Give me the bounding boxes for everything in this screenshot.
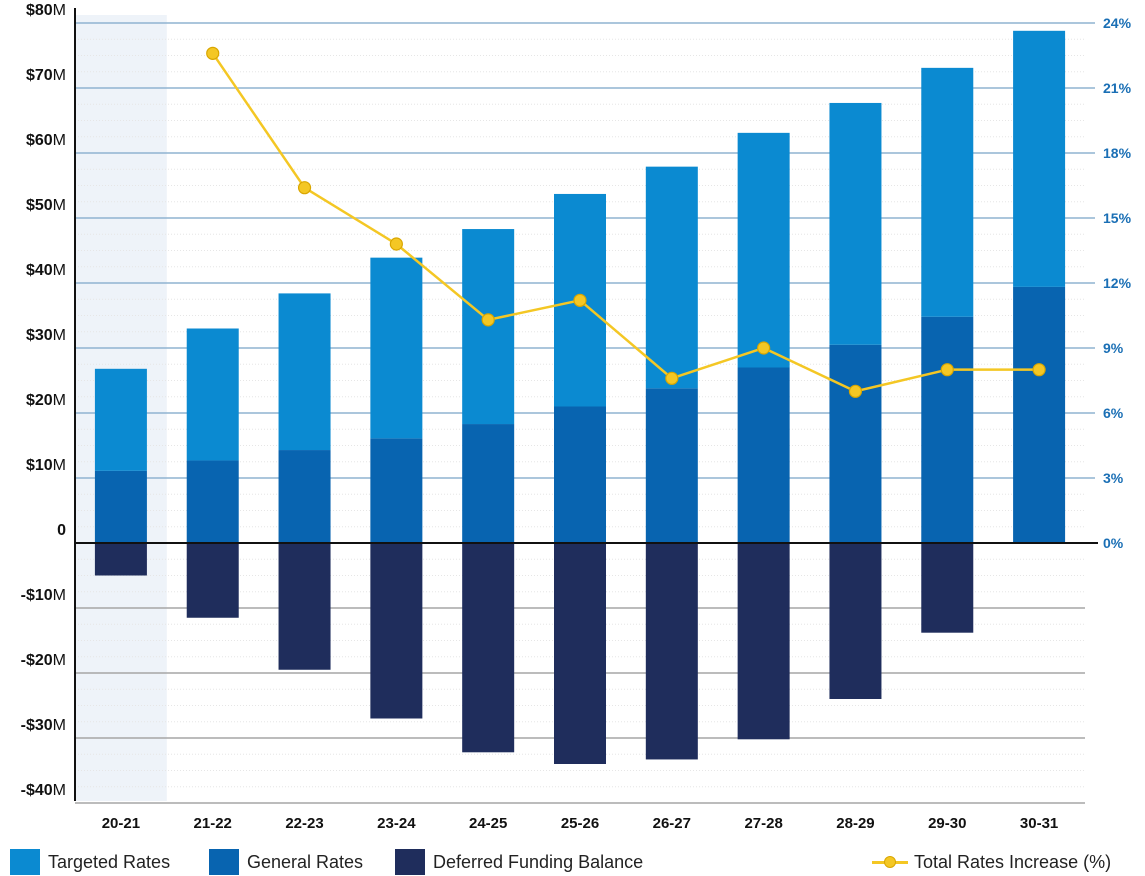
point-total-rates-increase-21-22 bbox=[206, 46, 220, 60]
legend-item-deferred-funding-balance: Deferred Funding Balance bbox=[395, 849, 643, 875]
bar-general-rates-25-26 bbox=[554, 406, 606, 543]
point-total-rates-increase-24-25 bbox=[481, 313, 495, 327]
legend: Targeted Rates General Rates Deferred Fu… bbox=[0, 847, 1145, 876]
targeted-rates-swatch bbox=[10, 849, 40, 875]
bar-targeted-rates-27-28 bbox=[737, 132, 790, 368]
y-left-tick-20: $20M bbox=[26, 392, 66, 409]
point-total-rates-increase-27-28 bbox=[757, 341, 771, 355]
y-right-tick-6: 6% bbox=[1103, 405, 1124, 421]
total-rates-increase-swatch bbox=[872, 849, 908, 875]
bar-general-rates-21-22 bbox=[186, 460, 239, 543]
point-total-rates-increase-28-29 bbox=[848, 384, 863, 398]
x-tick-29-30: 29-30 bbox=[928, 815, 966, 832]
bar-general-rates-24-25 bbox=[462, 424, 515, 543]
bar-general-rates-26-27 bbox=[645, 388, 698, 543]
bar-general-rates-27-28 bbox=[737, 367, 790, 543]
y-right-tick-21: 21% bbox=[1103, 80, 1132, 96]
x-tick-27-28: 27-28 bbox=[744, 815, 782, 832]
legend-label-total-rates-increase: Total Rates Increase (%) bbox=[914, 851, 1112, 872]
chart: $80M $70M $60M $50M $40M $30M $20M $10M 0 -$10M -$… bbox=[21, 2, 1132, 832]
bar-targeted-rates-29-30 bbox=[921, 67, 974, 317]
bar-deferred-funding-balance-20-21 bbox=[94, 543, 147, 576]
y-left-tick-50: $50M bbox=[26, 197, 66, 214]
legend-label-targeted-rates: Targeted Rates bbox=[48, 851, 171, 872]
bar-general-rates-23-24 bbox=[370, 438, 423, 543]
x-tick-30-31: 30-31 bbox=[1020, 815, 1058, 832]
bar-deferred-funding-balance-29-30 bbox=[921, 543, 974, 633]
line-total-rates-increase bbox=[211, 52, 1040, 393]
bar-general-rates-20-21 bbox=[94, 470, 147, 543]
deferred-funding-balance-swatch bbox=[395, 849, 425, 875]
bar-deferred-funding-balance-27-28 bbox=[737, 543, 790, 740]
x-tick-26-27: 26-27 bbox=[653, 815, 691, 832]
bar-targeted-rates-24-25 bbox=[462, 229, 515, 425]
bar-deferred-funding-balance-23-24 bbox=[370, 543, 423, 719]
bar-targeted-rates-22-23 bbox=[278, 293, 331, 451]
bar-deferred-funding-balance-22-23 bbox=[278, 543, 331, 670]
general-rates-swatch bbox=[209, 849, 239, 875]
bar-targeted-rates-21-22 bbox=[186, 328, 239, 461]
y-right-tick-12: 12% bbox=[1103, 275, 1132, 291]
legend-label-deferred-funding-balance: Deferred Funding Balance bbox=[433, 851, 644, 872]
point-total-rates-increase-25-26 bbox=[573, 293, 587, 307]
bar-deferred-funding-balance-24-25 bbox=[462, 543, 515, 753]
bar-deferred-funding-balance-28-29 bbox=[829, 543, 882, 699]
legend-item-general-rates: General Rates bbox=[209, 849, 363, 875]
x-tick-20-21: 20-21 bbox=[102, 815, 140, 832]
bar-general-rates-22-23 bbox=[278, 450, 331, 543]
x-tick-25-26: 25-26 bbox=[561, 815, 599, 832]
y-right-tick-24: 24% bbox=[1103, 15, 1132, 31]
bar-deferred-funding-balance-21-22 bbox=[186, 543, 239, 618]
legend-item-targeted-rates: Targeted Rates bbox=[10, 849, 170, 875]
point-total-rates-increase-22-23 bbox=[297, 181, 312, 195]
y-left-tick--20: -$20M bbox=[21, 652, 66, 669]
bar-targeted-rates-20-21 bbox=[94, 368, 147, 471]
y-right-tick-0: 0% bbox=[1103, 535, 1124, 551]
y-left-tick-10: $10M bbox=[26, 457, 66, 474]
y-right-tick-15: 15% bbox=[1103, 210, 1132, 226]
bar-deferred-funding-balance-25-26 bbox=[554, 543, 606, 764]
bar-general-rates-29-30 bbox=[921, 316, 974, 543]
bar-targeted-rates-30-31 bbox=[1013, 30, 1066, 287]
y-right-tick-9: 9% bbox=[1103, 340, 1124, 356]
point-total-rates-increase-23-24 bbox=[389, 237, 403, 251]
bar-targeted-rates-23-24 bbox=[370, 257, 423, 439]
bar-targeted-rates-28-29 bbox=[829, 102, 882, 345]
bar-targeted-rates-26-27 bbox=[645, 166, 698, 389]
y-left-tick-80: $80M bbox=[26, 2, 66, 19]
legend-label-general-rates: General Rates bbox=[247, 851, 364, 872]
y-right-tick-3: 3% bbox=[1103, 470, 1124, 486]
point-total-rates-increase-26-27 bbox=[665, 371, 679, 385]
y-left-tick-0: 0 bbox=[57, 522, 66, 539]
x-tick-23-24: 23-24 bbox=[377, 815, 416, 832]
y-left-tick--30: -$30M bbox=[21, 717, 66, 734]
x-tick-22-23: 22-23 bbox=[285, 815, 323, 832]
x-tick-28-29: 28-29 bbox=[836, 815, 874, 832]
point-total-rates-increase-30-31 bbox=[1032, 363, 1046, 377]
bar-deferred-funding-balance-26-27 bbox=[645, 543, 698, 760]
x-tick-21-22: 21-22 bbox=[194, 815, 232, 832]
legend-item-total-rates-increase: Total Rates Increase (%) bbox=[872, 849, 1111, 875]
y-left-tick-60: $60M bbox=[26, 132, 66, 149]
y-left-tick--40: -$40M bbox=[21, 782, 66, 799]
y-right-tick-18: 18% bbox=[1103, 145, 1132, 161]
y-left-tick-40: $40M bbox=[26, 262, 66, 279]
y-left-tick-30: $30M bbox=[26, 327, 66, 344]
y-left-tick-70: $70M bbox=[26, 67, 66, 84]
point-total-rates-increase-29-30 bbox=[940, 363, 954, 377]
x-tick-24-25: 24-25 bbox=[469, 815, 507, 832]
bar-general-rates-30-31 bbox=[1013, 286, 1066, 543]
bar-general-rates-28-29 bbox=[829, 344, 882, 543]
y-left-tick--10: -$10M bbox=[21, 587, 66, 604]
